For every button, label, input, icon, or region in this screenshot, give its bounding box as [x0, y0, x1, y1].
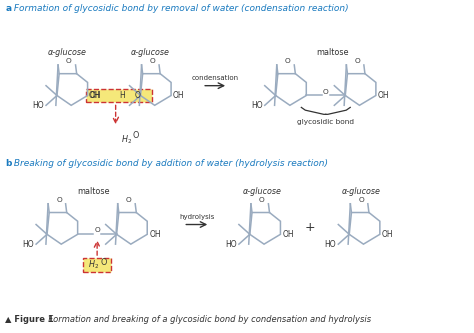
Text: O: O — [126, 197, 131, 203]
Text: OH: OH — [89, 91, 100, 100]
Text: HO: HO — [251, 101, 263, 110]
Text: O: O — [56, 197, 62, 203]
Text: $H_2$: $H_2$ — [120, 133, 132, 146]
Text: α-glucose: α-glucose — [242, 187, 281, 196]
Text: OH: OH — [283, 230, 294, 239]
Text: Breaking of glycosidic bond by addition of water (hydrolysis reaction): Breaking of glycosidic bond by addition … — [11, 159, 328, 168]
Text: O: O — [66, 58, 72, 64]
Text: HO: HO — [22, 240, 34, 249]
Text: HO: HO — [225, 240, 237, 249]
Text: Formation and breaking of a glycosidic bond by condensation and hydrolysis: Formation and breaking of a glycosidic b… — [43, 315, 371, 324]
Text: +: + — [304, 221, 315, 234]
Text: glycosidic bond: glycosidic bond — [297, 119, 354, 125]
Text: maltose: maltose — [78, 187, 110, 196]
Text: ▲ Figure 1: ▲ Figure 1 — [5, 315, 54, 324]
Text: $H_2$: $H_2$ — [88, 259, 99, 271]
Text: condensation: condensation — [191, 75, 239, 81]
Text: α-glucose: α-glucose — [47, 48, 86, 57]
Text: a: a — [5, 4, 11, 13]
Text: hydrolysis: hydrolysis — [179, 213, 214, 219]
Text: OH: OH — [149, 230, 161, 239]
Text: O: O — [94, 227, 100, 233]
Text: O: O — [135, 91, 141, 100]
Text: O: O — [285, 58, 291, 64]
Text: HO: HO — [325, 240, 337, 249]
Text: O: O — [100, 258, 107, 267]
Text: OH: OH — [378, 91, 390, 100]
Text: HO: HO — [32, 101, 44, 110]
Text: OH: OH — [90, 91, 101, 100]
Text: O: O — [355, 58, 360, 64]
Text: OH: OH — [382, 230, 393, 239]
Text: b: b — [5, 159, 12, 168]
Text: OH: OH — [173, 91, 185, 100]
Text: O: O — [259, 197, 264, 203]
FancyBboxPatch shape — [83, 258, 111, 272]
Text: O: O — [133, 131, 139, 140]
Text: α-glucose: α-glucose — [131, 48, 170, 57]
Text: Formation of glycosidic bond by removal of water (condensation reaction): Formation of glycosidic bond by removal … — [11, 4, 349, 13]
Text: maltose: maltose — [316, 48, 349, 57]
FancyBboxPatch shape — [86, 89, 153, 103]
Text: O: O — [150, 58, 155, 64]
Text: α-glucose: α-glucose — [342, 187, 381, 196]
Text: O: O — [358, 197, 364, 203]
Text: O: O — [323, 89, 328, 95]
Text: H: H — [119, 91, 125, 100]
